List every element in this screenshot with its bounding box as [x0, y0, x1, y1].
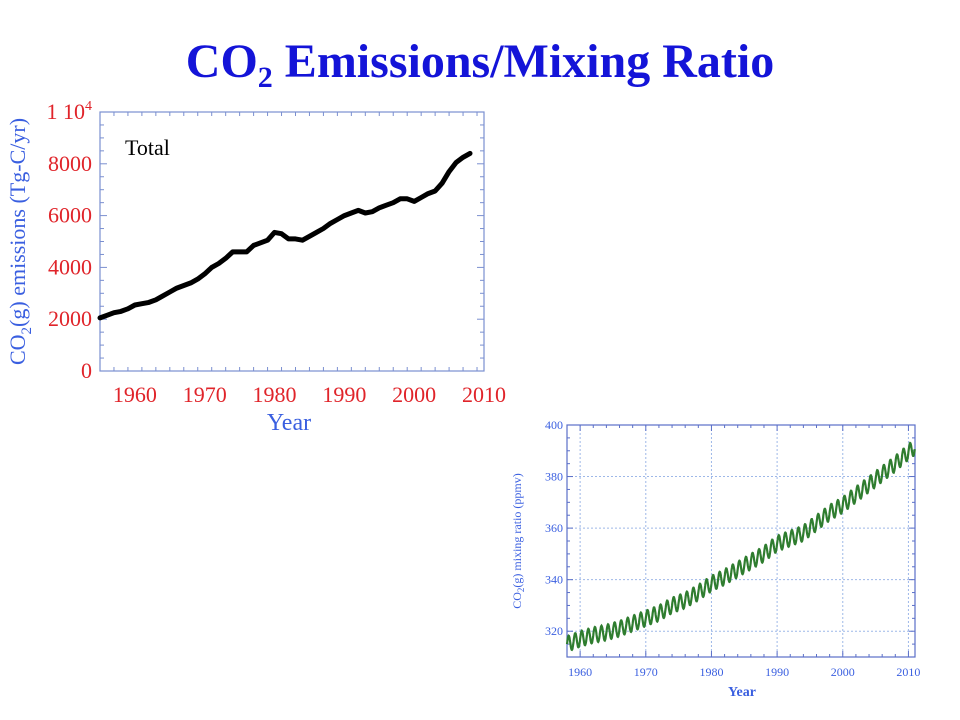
mixing-y-tick-label: 380 — [545, 470, 563, 484]
emissions-x-axis-label: Year — [267, 410, 311, 436]
emissions-y-tick-exponent: 4 — [85, 99, 92, 114]
mixing-plot-frame — [566, 424, 916, 658]
mixing-x-axis-label: Year — [728, 685, 756, 700]
mixing-x-tick-label: 1980 — [699, 665, 723, 679]
emissions-y-tick-label: 0 — [81, 358, 92, 383]
mixing-y-label-rest: (g) mixing ratio (ppmv) — [510, 473, 524, 587]
emissions-x-tick-label: 1960 — [113, 382, 157, 407]
mixing-ratio-series-line — [565, 441, 916, 652]
emissions-y-label-co: CO — [5, 334, 30, 365]
emissions-y-label-sub: 2 — [19, 327, 35, 335]
mixing-y-tick-label: 340 — [545, 573, 563, 587]
mixing-y-label-sub: 2 — [516, 588, 526, 593]
mixing-y-tick-label: 360 — [545, 521, 563, 535]
mixing-ratio-chart: 320 340 360 380 400 1960 1970 1980 1990 2000 2010 Y… — [510, 418, 920, 700]
mixing-x-tick-label: 2000 — [831, 665, 855, 679]
emissions-x-tick-label: 2010 — [462, 382, 506, 407]
emissions-x-tick-label: 1980 — [253, 382, 297, 407]
mixing-y-tick-label: 400 — [545, 418, 563, 432]
emissions-y-tick-label: 4000 — [48, 254, 92, 279]
mixing-x-tick-label: 1960 — [568, 665, 592, 679]
emissions-series-line — [97, 150, 473, 321]
emissions-x-tick-label: 1990 — [322, 382, 366, 407]
emissions-y-tick-label: 8000 — [48, 151, 92, 176]
emissions-x-tick-label: 1970 — [183, 382, 227, 407]
emissions-annotation-total: Total — [125, 135, 170, 160]
emissions-chart: 0 2000 4000 6000 8000 1 104 1960 1970 1980 1990 20… — [5, 99, 506, 436]
emissions-y-tick-label: 6000 — [48, 203, 92, 228]
mixing-y-label-co: CO — [510, 592, 524, 609]
mixing-y-axis-label: CO2(g) mixing ratio (ppmv) — [510, 473, 526, 608]
emissions-y-tick-label: 2000 — [48, 306, 92, 331]
emissions-x-tick-label: 2000 — [392, 382, 436, 407]
mixing-x-tick-label: 2010 — [896, 665, 920, 679]
slide-title: CO2 Emissions/Mixing Ratio — [0, 32, 960, 94]
title-rest: Emissions/Mixing Ratio — [272, 35, 775, 88]
emissions-y-axis-label: CO2(g) emissions (Tg-C/yr) — [5, 118, 35, 365]
mixing-x-tick-label: 1970 — [634, 665, 658, 679]
emissions-y-label-rest: (g) emissions (Tg-C/yr) — [5, 118, 30, 327]
title-co: CO — [185, 35, 258, 88]
emissions-y-tick-label: 1 104 — [47, 99, 93, 124]
mixing-y-tick-label: 320 — [545, 624, 563, 638]
title-subscript: 2 — [257, 61, 273, 94]
mixing-x-tick-label: 1990 — [765, 665, 789, 679]
